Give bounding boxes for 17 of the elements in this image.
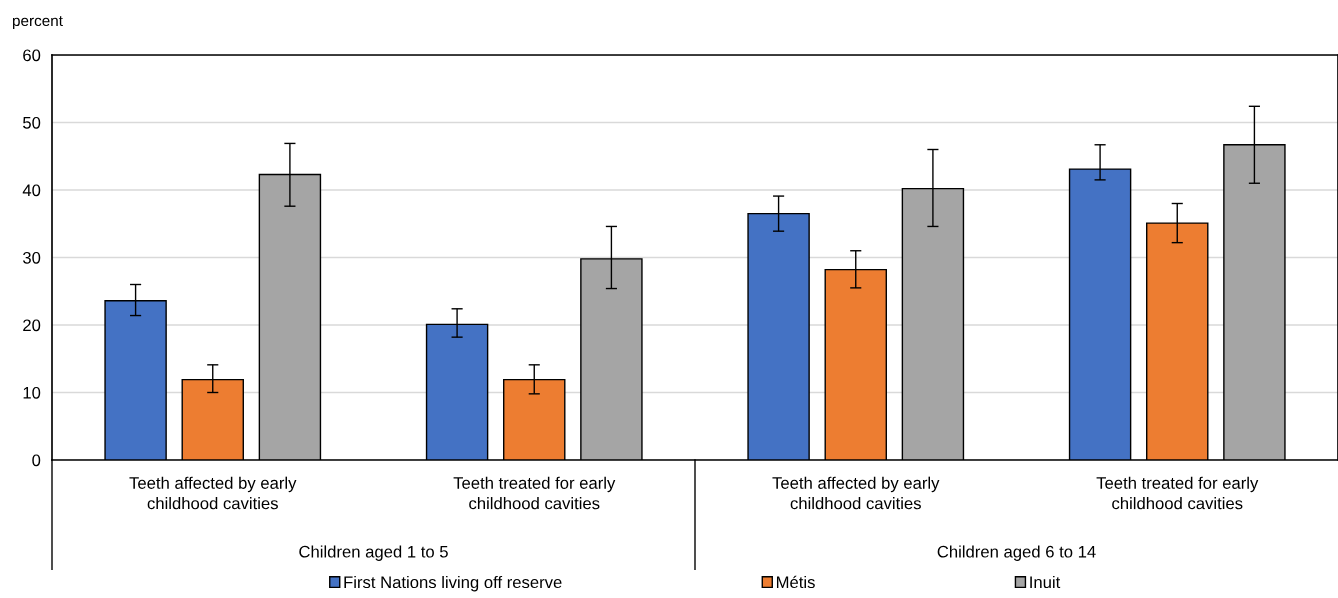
- y-tick-label: 0: [32, 454, 41, 467]
- x-tick-label: Teeth treated for early childhood cavities: [1096, 476, 1259, 510]
- x-tick-label: Teeth affected by early childhood cavities: [129, 476, 297, 510]
- legend-label: Inuit: [1030, 575, 1061, 589]
- y-tick-label: 20: [23, 319, 41, 332]
- text: Children aged 6 to 14: [937, 545, 1096, 561]
- y-tick-label: 50: [23, 116, 41, 129]
- x-tick-label: Teeth treated for early childhood cavities: [453, 476, 616, 510]
- x-tick-label: Teeth affected by early childhood cavities: [772, 476, 940, 510]
- y-axis-title: percent: [12, 16, 63, 30]
- y-tick-label: 10: [23, 386, 41, 399]
- legend-label: First Nations living off reserve: [344, 575, 562, 592]
- y-tick-label: 30: [22, 251, 41, 264]
- y-tick-label: 40: [22, 184, 41, 197]
- y-tick-label: 60: [23, 49, 41, 62]
- legend-label: Métis: [776, 575, 815, 589]
- text: Children aged 1 to 5: [299, 545, 448, 561]
